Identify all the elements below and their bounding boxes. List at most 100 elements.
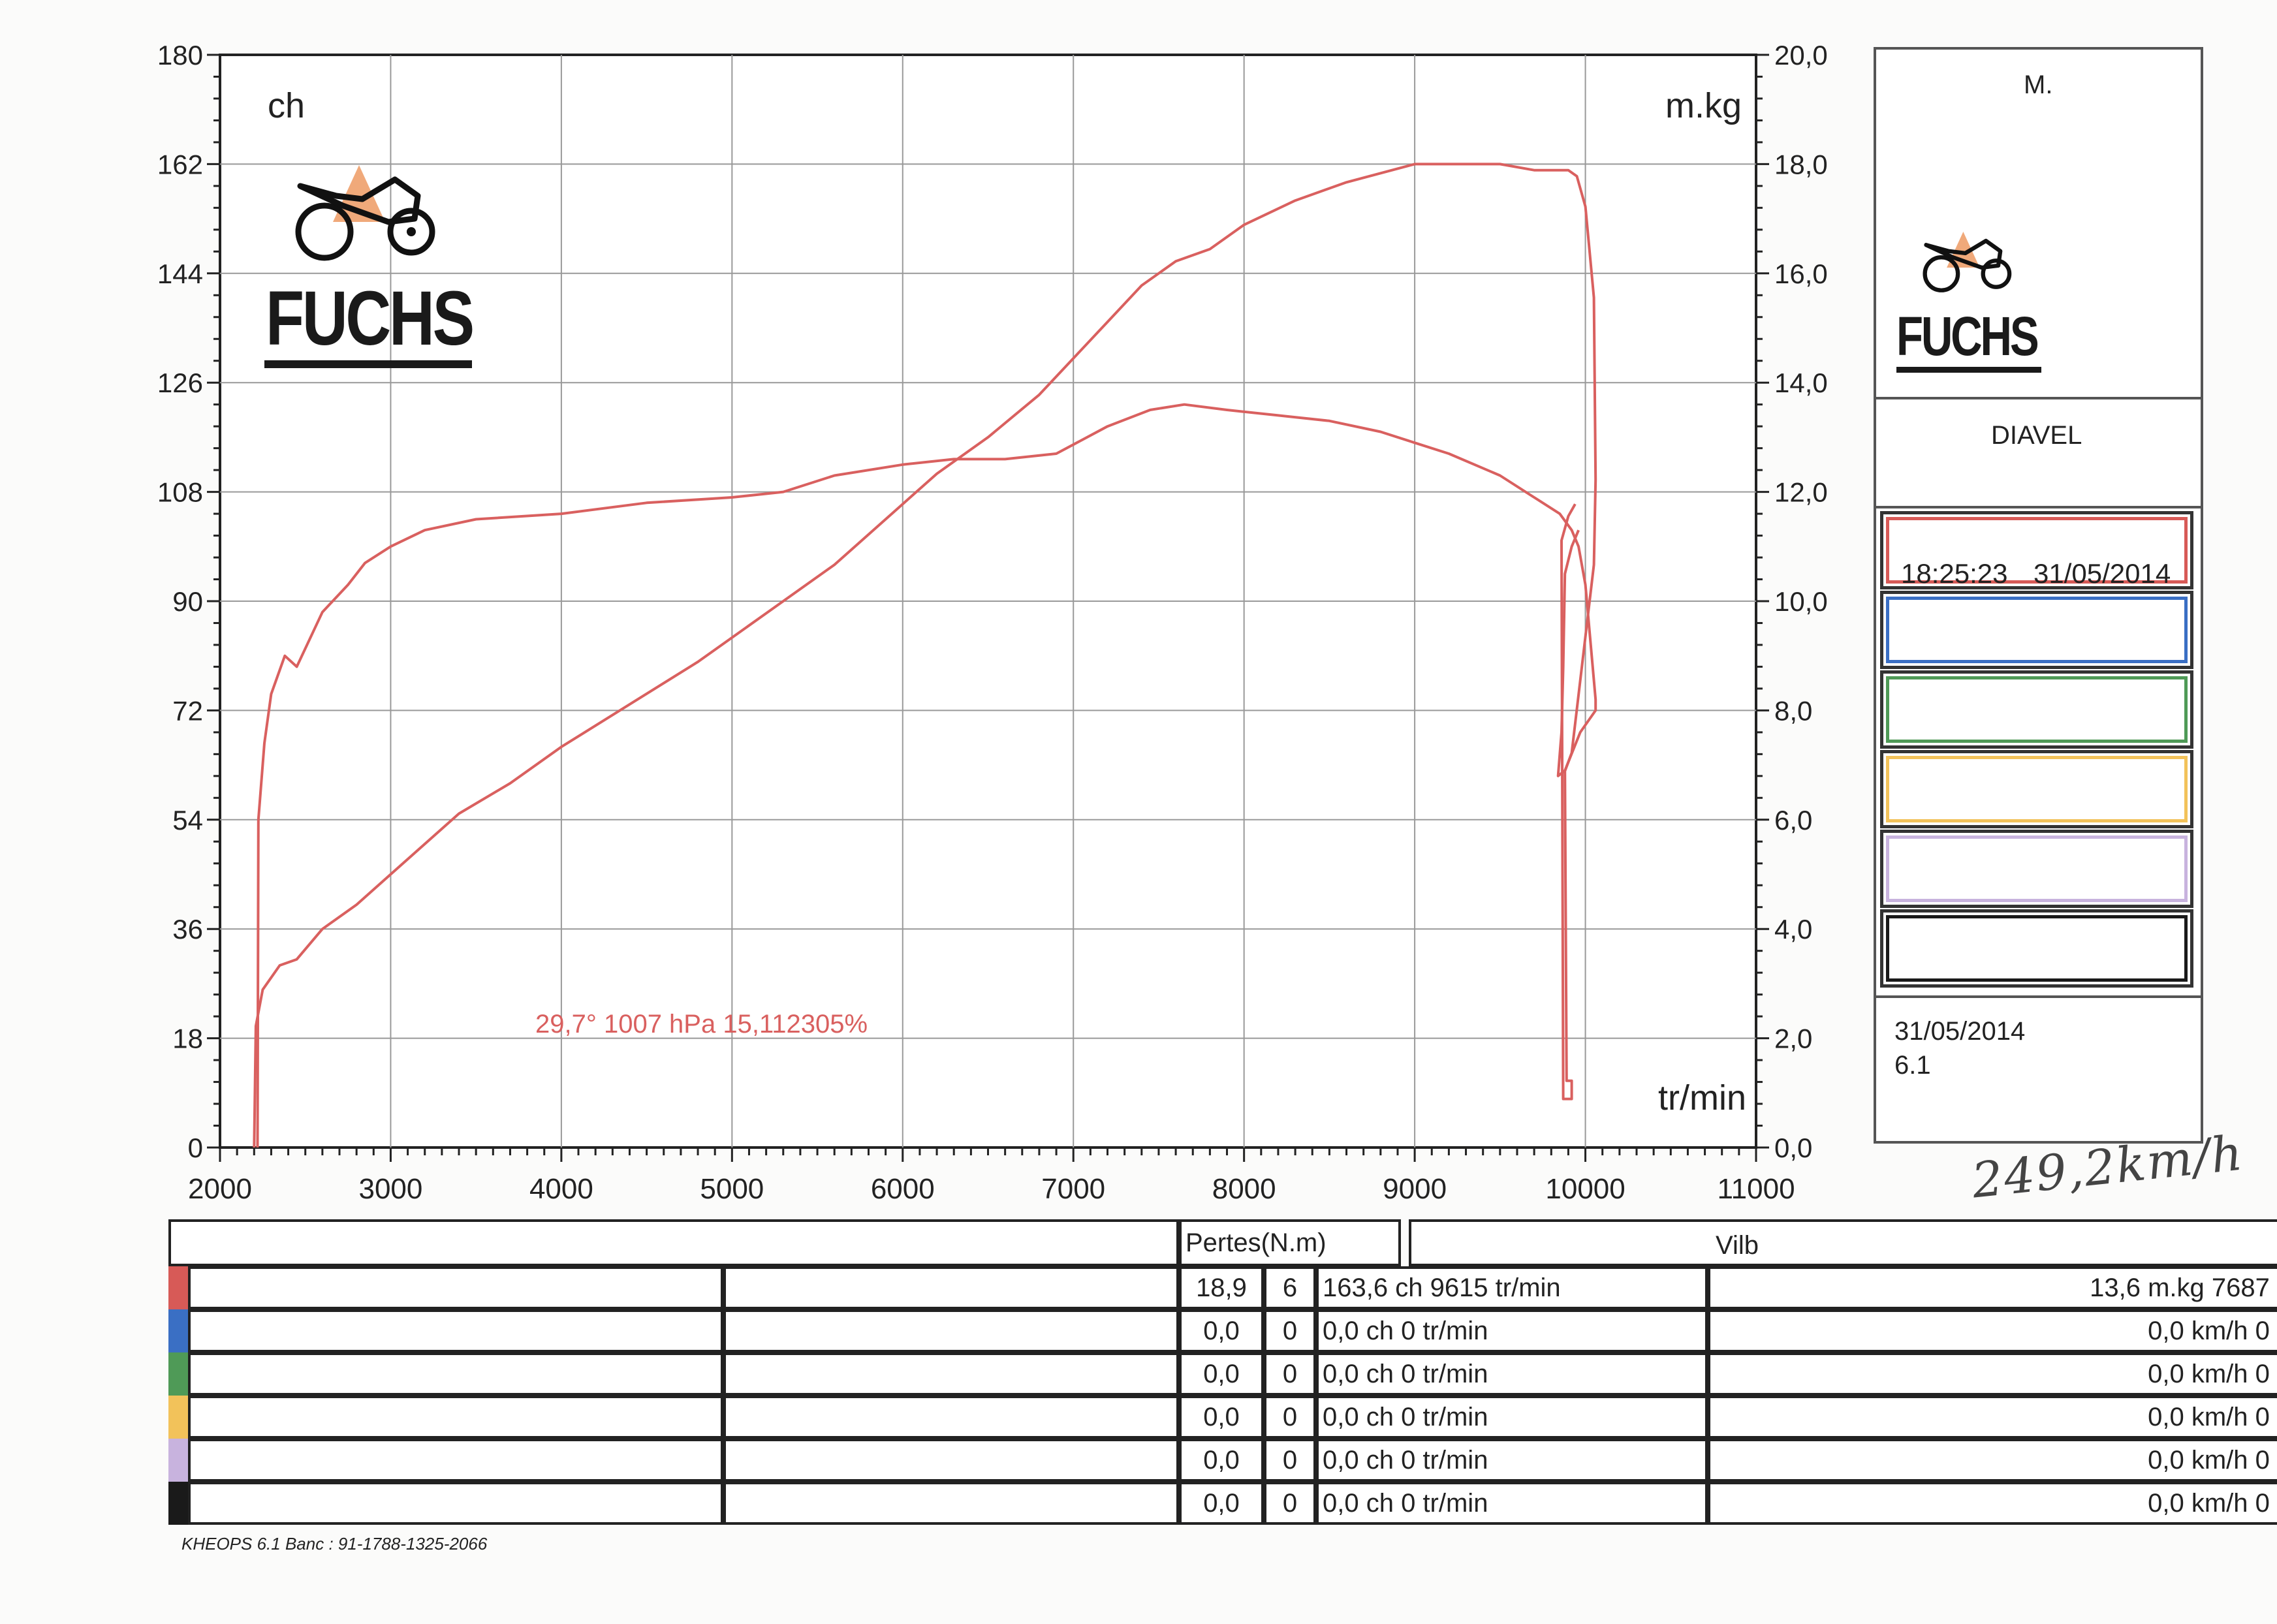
x-tick-label: 9000	[1383, 1173, 1447, 1205]
row-blank-cell	[723, 1352, 1179, 1396]
max-power: 0,0 ch 0 tr/min	[1316, 1482, 1708, 1525]
loss-count: 0	[1264, 1352, 1316, 1396]
chart-ticks	[207, 54, 1769, 1162]
y-left-tick-label: 162	[157, 149, 203, 180]
max-torque: 0,0 km/h 0 tr/min	[1708, 1309, 2277, 1352]
side-panel-divider	[1874, 506, 2203, 508]
motorcycle-icon	[295, 165, 435, 261]
y-left-tick-label: 72	[172, 695, 203, 726]
row-color-swatch	[168, 1439, 188, 1482]
y-right-tick-label: 14,0	[1774, 367, 1828, 398]
report-date: 31/05/2014	[1894, 1017, 2026, 1046]
y-right-tick-label: 6,0	[1774, 805, 1812, 835]
y-right-tick-label: 2,0	[1774, 1023, 1812, 1054]
loss-count: 0	[1264, 1309, 1316, 1352]
run-slot	[1880, 830, 2193, 908]
chart-series	[253, 163, 1597, 1148]
y-right-tick-label: 20,0	[1774, 40, 1828, 70]
run-slot-frame	[1886, 676, 2188, 743]
max-torque: 0,0 km/h 0 tr/min	[1708, 1352, 2277, 1396]
vehicle-model: DIAVEL	[1991, 421, 2082, 450]
row-blank-cell	[188, 1396, 723, 1439]
run-slot-frame	[1886, 835, 2188, 902]
run-slot	[1880, 511, 2193, 589]
max-power: 0,0 ch 0 tr/min	[1316, 1309, 1708, 1352]
x-tick-label: 10000	[1545, 1173, 1625, 1205]
row-blank-cell	[188, 1352, 723, 1396]
x-tick-label: 3000	[358, 1173, 422, 1205]
correction-header-cell	[1409, 1219, 2277, 1266]
y-right-axis-label: m.kg	[1665, 86, 1742, 125]
test-conditions-annotation: 29,7° 1007 hPa 15,112305%	[535, 1010, 868, 1038]
row-blank-cell	[723, 1266, 1179, 1309]
y-left-tick-label: 54	[172, 805, 203, 835]
loss-value: 0,0	[1179, 1309, 1264, 1352]
max-power: 0,0 ch 0 tr/min	[1316, 1439, 1708, 1482]
run-slot-frame	[1886, 915, 2188, 982]
motorcycle-icon	[1923, 232, 2012, 292]
torque-curve	[256, 403, 1597, 1148]
side-panel-divider	[1874, 995, 2203, 998]
row-blank-cell	[723, 1309, 1179, 1352]
run-slot-frame	[1886, 597, 2188, 663]
y-left-tick-label: 126	[157, 367, 203, 398]
row-blank-cell	[723, 1482, 1179, 1525]
run-time: 18:25:23	[1901, 558, 2008, 589]
max-torque: 0,0 km/h 0 tr/min	[1708, 1482, 2277, 1525]
table-header-blank	[168, 1219, 1179, 1266]
loss-count: 0	[1264, 1396, 1316, 1439]
y-left-tick-label: 144	[157, 258, 203, 289]
row-color-swatch	[168, 1266, 188, 1309]
footer-text: KHEOPS 6.1 Banc : 91-1788-1325-2066	[181, 1534, 488, 1554]
logo-wordmark: FUCHS	[1896, 305, 2039, 367]
row-blank-cell	[188, 1266, 723, 1309]
chart-labels: 2000 3000 4000 5000 6000 7000 8000 9000 10000 110…	[157, 40, 1828, 1205]
max-torque: 0,0 km/h 0 tr/min	[1708, 1439, 2277, 1482]
y-left-tick-label: 18	[172, 1023, 203, 1054]
max-power: 0,0 ch 0 tr/min	[1316, 1396, 1708, 1439]
run-slot	[1880, 670, 2193, 749]
row-blank-cell	[723, 1439, 1179, 1482]
run-date: 31/05/2014	[2034, 558, 2171, 589]
y-right-tick-label: 10,0	[1774, 586, 1828, 617]
y-left-tick-label: 36	[172, 914, 203, 945]
fuchs-logo-main: FUCHS	[264, 160, 480, 369]
run-slot	[1880, 909, 2193, 988]
y-left-axis-label: ch	[268, 86, 305, 125]
loss-value: 0,0	[1179, 1482, 1264, 1525]
x-tick-label: 2000	[188, 1173, 252, 1205]
run-slot	[1880, 591, 2193, 669]
y-left-tick-label: 90	[172, 586, 203, 617]
x-tick-label: 11000	[1717, 1173, 1795, 1205]
max-torque: 13,6 m.kg 7687 tr/min	[1708, 1266, 2277, 1309]
max-power: 0,0 ch 0 tr/min	[1316, 1352, 1708, 1396]
y-right-tick-label: 8,0	[1774, 695, 1812, 726]
y-right-tick-label: 16,0	[1774, 258, 1828, 289]
loss-value: 0,0	[1179, 1352, 1264, 1396]
row-color-swatch	[168, 1309, 188, 1352]
x-axis-label: tr/min	[1658, 1078, 1746, 1117]
y-right-tick-label: 4,0	[1774, 914, 1812, 945]
loss-count: 6	[1264, 1266, 1316, 1309]
loss-value: 18,9	[1179, 1266, 1264, 1309]
y-right-tick-label: 12,0	[1774, 477, 1828, 508]
loss-count: 0	[1264, 1439, 1316, 1482]
row-color-swatch	[168, 1396, 188, 1439]
loss-value: 0,0	[1179, 1439, 1264, 1482]
logo-wordmark: FUCHS	[266, 275, 475, 362]
max-torque: 0,0 km/h 0 tr/min	[1708, 1396, 2277, 1439]
run-slot-frame	[1886, 517, 2188, 584]
y-left-tick-label: 0	[188, 1132, 203, 1163]
run-slot-frame	[1886, 756, 2188, 822]
x-tick-label: 7000	[1041, 1173, 1105, 1205]
fuchs-logo-side: FUCHS	[1896, 228, 2047, 373]
tester-name: M.	[2024, 70, 2053, 99]
x-tick-label: 5000	[700, 1173, 764, 1205]
side-panel-divider	[1874, 397, 2203, 399]
run-slot	[1880, 750, 2193, 828]
row-blank-cell	[188, 1482, 723, 1525]
x-tick-label: 6000	[871, 1173, 935, 1205]
x-tick-label: 8000	[1212, 1173, 1276, 1205]
max-power: 163,6 ch 9615 tr/min	[1316, 1266, 1708, 1309]
